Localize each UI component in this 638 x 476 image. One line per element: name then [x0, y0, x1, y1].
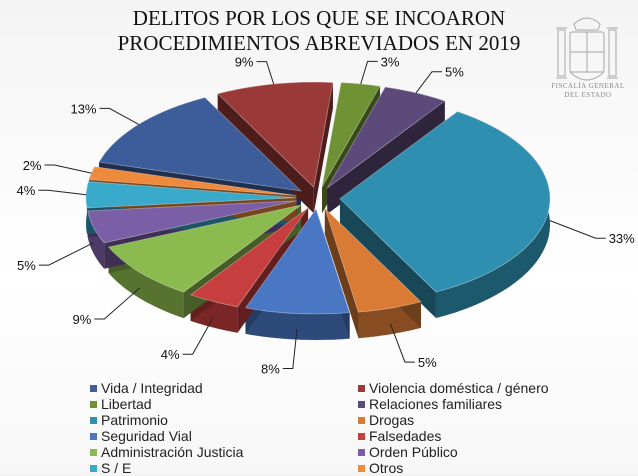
- legend-label: Seguridad Vial: [101, 428, 192, 444]
- pie-slice-patrimonio: [339, 111, 551, 293]
- legend-item: Vida / Integridad: [90, 380, 203, 396]
- pie-slice-seguridad-vial: [244, 208, 351, 315]
- leader-line-4: [549, 220, 606, 239]
- legend-item: S / E: [90, 460, 131, 476]
- coat-of-arms-logo: [556, 17, 618, 81]
- legend-item: Patrimonio: [90, 412, 168, 428]
- leader-line-6: [282, 329, 298, 369]
- pie-radial-wall-3-1: [327, 100, 445, 215]
- leader-line-3: [415, 71, 442, 94]
- leader-line-7: [182, 316, 214, 355]
- legend-label: Violencia doméstica / género: [369, 380, 549, 396]
- pie-chart: 13% 9% 3% 5% 33% 5% 8% 4% 9% 5% 4% 2%: [17, 54, 636, 376]
- data-label-8: 9%: [73, 312, 92, 327]
- pie-slice-orden-p-blico: [87, 200, 297, 244]
- data-label-7: 4%: [161, 347, 180, 362]
- leader-line-9: [38, 242, 94, 266]
- leader-line-0: [99, 107, 139, 125]
- legend-label: Relaciones familiares: [369, 396, 503, 412]
- legend-item: Drogas: [358, 412, 414, 428]
- legend-swatch: [90, 400, 97, 408]
- legend-label: Drogas: [369, 412, 415, 428]
- title-line-2: PROCEDIMIENTOS ABREVIADOS EN 2019: [117, 31, 521, 55]
- leader-line-2: [360, 60, 378, 85]
- legend-label: Vida / Integridad: [101, 380, 203, 396]
- legend-item: Libertad: [90, 396, 152, 412]
- pie-radial-wall-5-1: [324, 208, 359, 339]
- logo-caption: FISCALÍA GENERAL DEL ESTADO: [548, 82, 628, 100]
- data-label-6: 8%: [261, 362, 280, 377]
- title-line-1: DELITOS POR LOS QUE SE INCOARON: [132, 6, 506, 30]
- data-label-9: 5%: [17, 258, 36, 273]
- pie-slice-violencia-dom-stica-g-nero: [217, 81, 334, 189]
- legend-label: Administración Justicia: [101, 444, 244, 460]
- legend-item: Seguridad Vial: [90, 428, 192, 444]
- pie-slice-administraci-n-justicia: [107, 204, 302, 293]
- data-label-2: 3%: [381, 54, 400, 69]
- legend-label: Orden Público: [369, 444, 458, 460]
- legend-label: Libertad: [101, 396, 152, 412]
- legend-label: Falsedades: [369, 428, 442, 444]
- legend-swatch: [358, 464, 365, 472]
- logo-caption-line-1: FISCALÍA GENERAL: [551, 82, 625, 90]
- legend-item: Relaciones familiares: [358, 396, 502, 412]
- legend-swatch: [90, 432, 97, 440]
- legend-swatch: [90, 384, 97, 392]
- legend-item: Otros: [358, 460, 403, 476]
- legend-label: Patrimonio: [101, 412, 168, 428]
- legend-swatch: [90, 448, 97, 456]
- legend-swatch: [358, 400, 365, 408]
- data-label-4: 33%: [609, 231, 635, 246]
- legend-label: S / E: [101, 460, 132, 476]
- legend-swatch: [358, 384, 365, 392]
- chart-title: DELITOS POR LOS QUE SE INCOARON PROCEDIM…: [0, 6, 638, 56]
- legend-swatch: [358, 416, 365, 424]
- legend-label: Otros: [369, 460, 404, 476]
- legend-item: Orden Público: [358, 444, 458, 460]
- data-label-10: 4%: [17, 183, 36, 198]
- pie-slices: [85, 81, 551, 315]
- leader-line-1: [256, 61, 275, 85]
- data-label-1: 9%: [235, 55, 254, 70]
- leader-line-5: [390, 323, 415, 363]
- leader-line-11: [44, 164, 92, 174]
- legend-item: Falsedades: [358, 428, 441, 444]
- logo-caption-line-2: DEL ESTADO: [564, 91, 612, 99]
- pie-slice-libertad: [321, 82, 381, 188]
- pie-slice-vida-integridad: [98, 97, 303, 192]
- pie-slice-s-e: [85, 181, 297, 209]
- pie-radial-wall-1-1: [313, 82, 333, 214]
- leader-line-10: [38, 189, 87, 196]
- data-label-5: 5%: [418, 355, 437, 370]
- data-labels: 13% 9% 3% 5% 33% 5% 8% 4% 9% 5% 4% 2%: [17, 54, 636, 376]
- leader-line-8: [94, 287, 141, 320]
- legend-swatch: [90, 416, 97, 424]
- legend-swatch: [358, 432, 365, 440]
- data-label-0: 13%: [70, 101, 96, 116]
- pie-radial-wall-4-1: [339, 198, 436, 319]
- legend-item: Violencia doméstica / género: [358, 380, 549, 396]
- legend-item: Administración Justicia: [90, 444, 243, 460]
- pie-slice-drogas: [324, 208, 422, 313]
- data-label-11: 2%: [23, 158, 42, 173]
- legend-swatch: [358, 448, 365, 456]
- legend-swatch: [90, 464, 97, 472]
- pie-slice-falsedades: [189, 207, 309, 308]
- data-label-3: 5%: [445, 65, 464, 80]
